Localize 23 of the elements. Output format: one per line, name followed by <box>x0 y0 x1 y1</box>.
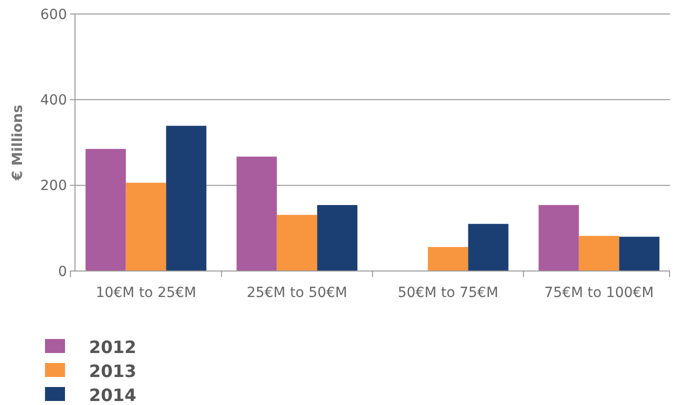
bar <box>126 182 166 271</box>
bar <box>578 236 620 271</box>
bar <box>166 126 206 271</box>
bar <box>538 205 579 271</box>
bar <box>428 247 468 271</box>
y-tick-label: 400 <box>40 92 67 109</box>
legend-label: 2013 <box>89 362 136 382</box>
y-tick-label: 0 <box>58 264 67 280</box>
legend-label: 2014 <box>89 386 136 405</box>
y-tick-label: 200 <box>40 178 67 194</box>
x-tick-label: 25€M to 50€M <box>246 285 348 301</box>
bar <box>276 214 318 271</box>
y-tick-label: 600 <box>40 6 67 23</box>
x-tick-label: 50€M to 75€M <box>398 285 498 301</box>
legend-label: 2012 <box>89 338 136 358</box>
bar <box>619 236 660 271</box>
bar <box>317 205 358 271</box>
y-axis-title: € Millions <box>10 104 26 182</box>
bar <box>86 148 126 271</box>
x-tick-label: 75€M to 100€M <box>544 285 654 301</box>
bar <box>236 156 277 271</box>
bar <box>468 224 508 271</box>
x-tick-label: 10€M to 25€M <box>96 285 196 301</box>
